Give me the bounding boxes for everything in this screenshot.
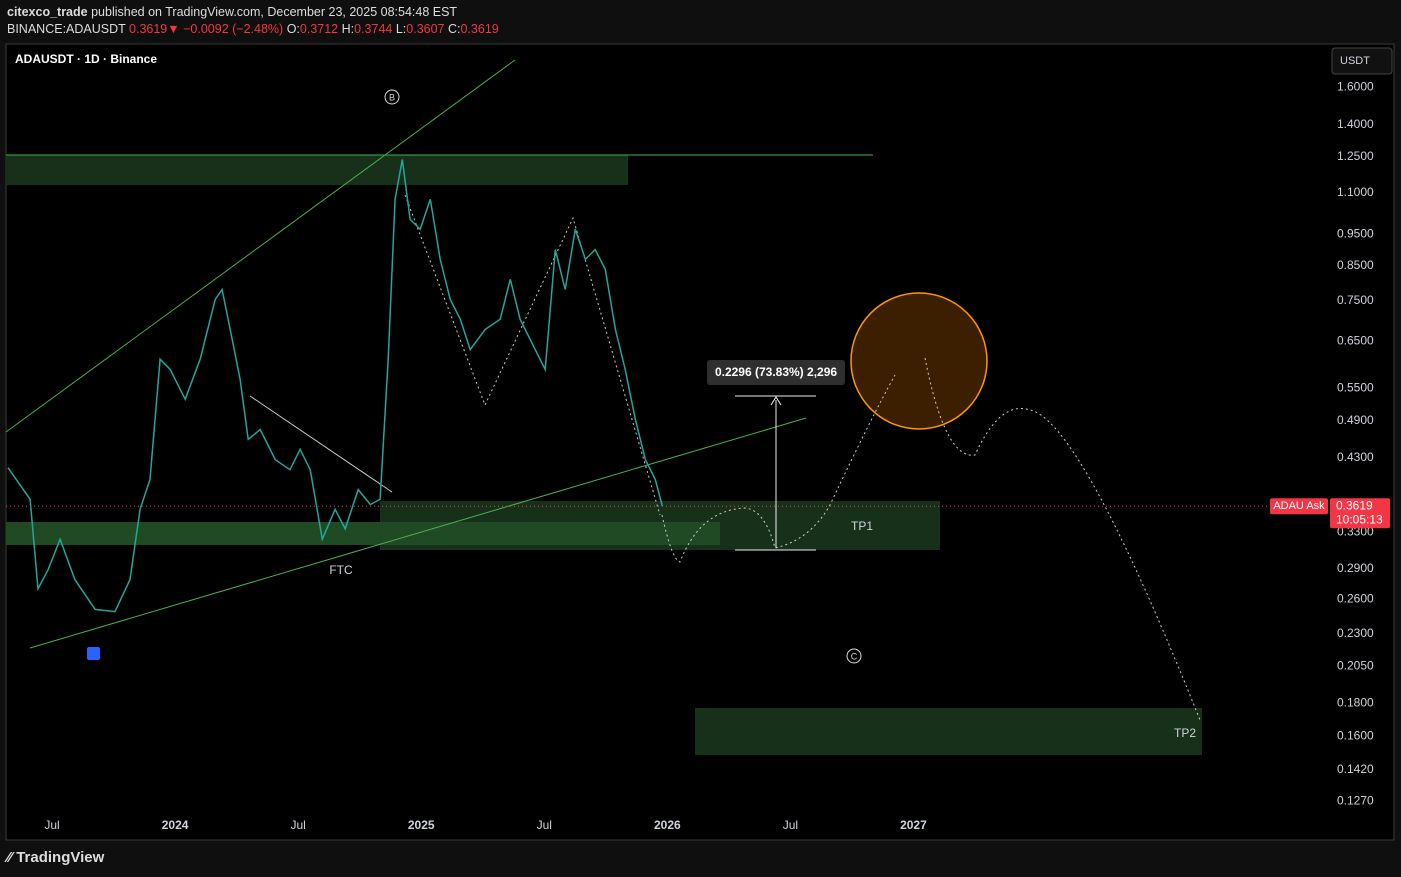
- measure-label: 0.2296 (73.83%) 2,296: [715, 365, 837, 379]
- countdown: 10:05:13: [1336, 512, 1383, 526]
- last: 0.3619: [129, 22, 168, 36]
- x-tick-label: 2024: [162, 818, 189, 832]
- arrow: ▼: [167, 22, 180, 36]
- open: 0.3712: [299, 22, 339, 36]
- x-tick-label: 2025: [408, 818, 435, 832]
- publish-line: citexco_trade published on TradingView.c…: [7, 5, 457, 19]
- y-tick-label: 0.7500: [1337, 293, 1374, 307]
- projection: [661, 374, 896, 563]
- high: 0.3744: [354, 22, 393, 36]
- ftc-label: FTC: [329, 563, 353, 577]
- y-tick-label: 0.2300: [1337, 626, 1374, 640]
- h-label: H:: [341, 22, 355, 36]
- x-tick-label: 2026: [654, 818, 681, 832]
- y-tick-label: 0.4300: [1337, 450, 1374, 464]
- currency-button[interactable]: [1331, 47, 1393, 75]
- zone: [6, 155, 628, 185]
- trend-line: [29, 417, 807, 649]
- price-line: [7, 159, 664, 613]
- y-tick-label: 0.1270: [1337, 794, 1374, 808]
- brand: ⁄⁄ TradingView: [4, 849, 105, 866]
- currency[interactable]: USDT: [1340, 55, 1370, 67]
- target-circle: [850, 292, 988, 430]
- measure-box: [707, 360, 845, 385]
- y-tick-label: 0.2900: [1337, 561, 1374, 575]
- y-tick-label: 1.1000: [1337, 185, 1374, 199]
- y-tick-label: 0.9500: [1337, 226, 1374, 240]
- wave-label: B: [389, 92, 395, 102]
- trend-line: [5, 59, 516, 433]
- close: 0.3619: [460, 22, 499, 36]
- tp1-label: TP1: [851, 519, 873, 533]
- y-tick-label: 0.6500: [1337, 333, 1374, 347]
- chart-title: ADAUSDT · 1D · Binance: [15, 52, 157, 66]
- y-tick-label: 1.2500: [1337, 149, 1374, 163]
- author: citexco_trade: [7, 5, 88, 19]
- y-tick-label: 1.4000: [1337, 117, 1374, 131]
- projection: [404, 194, 661, 516]
- y-tick-label: 0.1420: [1337, 762, 1374, 776]
- measure-arrow: [770, 396, 782, 406]
- zone: [6, 522, 720, 545]
- brand-name: TradingView: [16, 849, 104, 866]
- o-label: O:: [286, 22, 300, 36]
- tp2-label: TP2: [1174, 726, 1196, 740]
- y-tick-label: 0.1800: [1337, 695, 1374, 709]
- event-icon: [87, 647, 100, 660]
- x-tick-label: Jul: [44, 818, 59, 832]
- zone: [695, 708, 1202, 755]
- wave-marker: [384, 89, 400, 105]
- change: −0.0092 (−2.48%): [183, 22, 284, 36]
- price-label: 0.3619: [1336, 498, 1373, 512]
- y-tick-label: 0.2050: [1337, 659, 1374, 673]
- y-tick-label: 0.1600: [1337, 728, 1374, 742]
- wave-label: C: [851, 651, 858, 661]
- price-box: [1330, 498, 1390, 529]
- c-label: C:: [447, 22, 461, 36]
- y-tick-label: 0.5500: [1337, 381, 1374, 395]
- low: 0.3607: [406, 22, 445, 36]
- quote-line: BINANCE:ADAUSDT 0.3619▼ −0.0092 (−2.48%)…: [7, 22, 499, 36]
- x-tick-label: 2027: [900, 818, 927, 832]
- x-tick-label: Jul: [290, 818, 305, 832]
- projection: [924, 357, 1201, 721]
- symbol: BINANCE:ADAUSDT: [7, 22, 126, 36]
- ask-label: ADAU Ask: [1273, 500, 1325, 512]
- ask-box: [1270, 498, 1328, 515]
- y-tick-label: 0.8500: [1337, 258, 1374, 272]
- wave-marker: [846, 648, 862, 664]
- published: published on TradingView.com, December 2…: [91, 5, 458, 19]
- y-tick-label: 0.2600: [1337, 592, 1374, 606]
- y-tick-label: 0.4900: [1337, 413, 1374, 427]
- x-tick-label: Jul: [783, 818, 798, 832]
- x-tick-label: Jul: [537, 818, 552, 832]
- y-tick-label: 1.6000: [1337, 80, 1374, 94]
- trend-line: [249, 395, 393, 493]
- l-label: L:: [395, 22, 407, 36]
